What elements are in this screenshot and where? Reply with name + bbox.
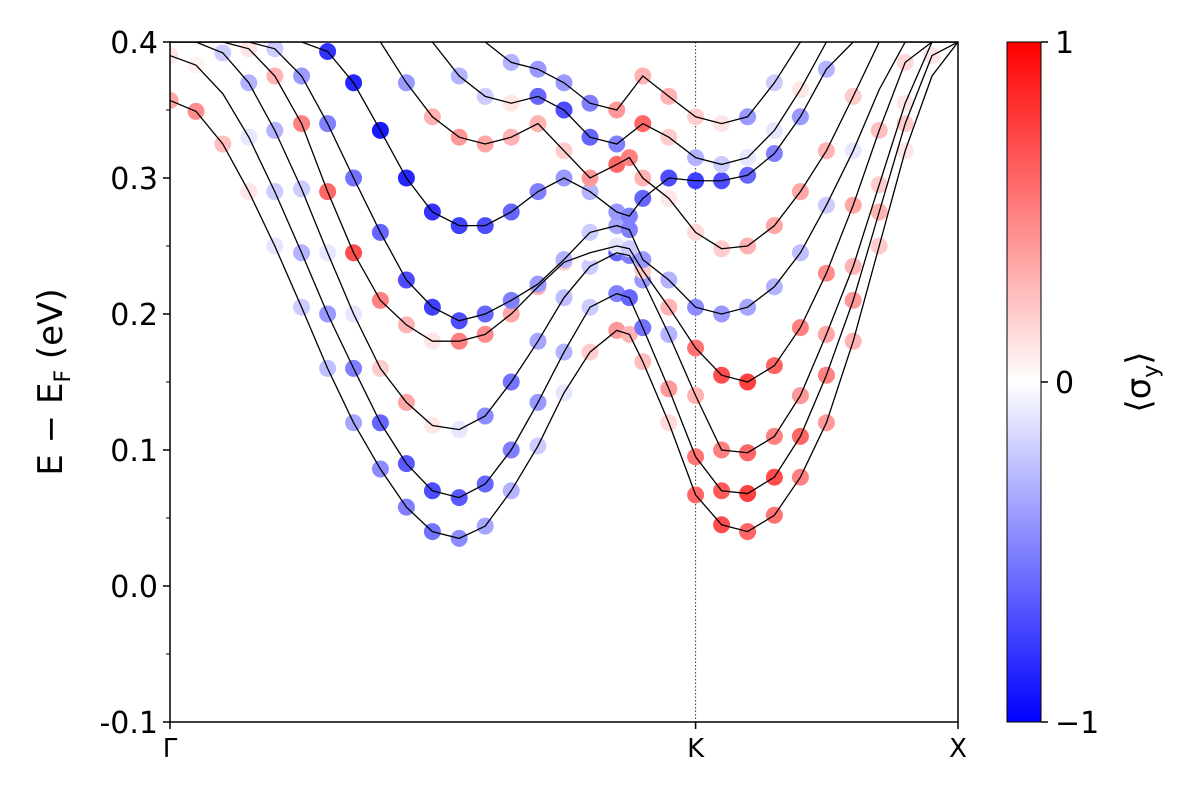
band-line-3 [170, 42, 958, 454]
y-tick-label: 0.1 [110, 434, 158, 469]
band-line-1 [170, 42, 958, 540]
band-line-8 [431, 42, 827, 166]
x-tick-label: K [687, 734, 705, 764]
colorbar-label-subscript: y [1139, 365, 1164, 378]
y-tick-label: 0.2 [110, 298, 158, 333]
band-line-2 [170, 42, 958, 499]
colorbar-gradient [1006, 41, 1042, 723]
y-tick-label: 0.3 [110, 162, 158, 197]
y-axis-label: E − EF (eV) [31, 288, 76, 475]
plot-area [170, 42, 958, 722]
colorbar-tick-label: −1 [1055, 706, 1099, 741]
band-line-5 [170, 42, 958, 322]
x-tick-label: X [949, 734, 967, 764]
band-lines [170, 42, 958, 540]
band-line-6 [170, 42, 958, 227]
y-axis-label-subscript: F [51, 370, 76, 383]
y-tick-label: 0.4 [110, 26, 158, 61]
colorbar-tick-label: 1 [1055, 26, 1074, 61]
y-axis-ticks: -0.1 0.0 0.1 0.2 0.3 0.4 [99, 26, 170, 741]
band-line-7 [379, 42, 880, 250]
band-line-9 [484, 42, 801, 125]
y-axis-label-unit: (eV) [31, 288, 71, 370]
colorbar-label: ⟨σy⟩ [1119, 351, 1164, 412]
y-tick-label: 0.0 [110, 570, 158, 605]
y-tick-label: -0.1 [99, 706, 158, 741]
x-tick-label: Γ [163, 734, 178, 764]
band-line-4 [170, 42, 958, 383]
colorbar-ticks: 1 0 −1 [1041, 26, 1099, 741]
colorbar-label-end: ⟩ [1119, 351, 1159, 364]
colorbar-tick-label: 0 [1055, 366, 1074, 401]
spin-point [170, 91, 179, 109]
colorbar: 1 0 −1 ⟨σy⟩ [1006, 26, 1164, 741]
spin-texture-points [170, 42, 941, 547]
spin-point [170, 47, 179, 65]
